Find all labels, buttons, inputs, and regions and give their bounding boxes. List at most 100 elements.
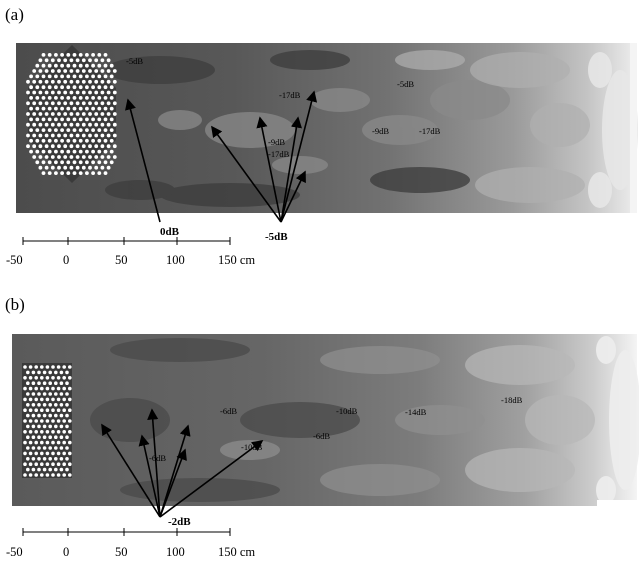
crystal-rod — [50, 112, 55, 116]
crystal-rod — [26, 101, 30, 106]
crystal-rod — [59, 413, 64, 418]
crystal-rod — [35, 96, 40, 100]
crystal-rod — [85, 96, 89, 100]
crystal-rod — [32, 112, 37, 116]
crystal-rod — [54, 171, 58, 176]
crystal-rod — [45, 408, 50, 413]
crystal-rod — [28, 440, 33, 445]
crystal-rod — [60, 149, 64, 154]
crystal-rod — [63, 90, 68, 95]
crystal-rod — [63, 79, 68, 84]
crystal-rod — [38, 112, 43, 116]
crystal-rod — [47, 96, 52, 100]
crystal-rod — [62, 365, 66, 369]
crystal-rod — [23, 473, 27, 477]
crystal-rod — [31, 467, 36, 472]
crystal-rod — [60, 85, 64, 90]
crystal-rod — [47, 85, 52, 90]
crystal-rod — [97, 138, 102, 143]
crystal-rod — [37, 392, 41, 396]
crystal-rod — [66, 63, 71, 68]
crystal-rod — [45, 451, 50, 456]
crystal-rod — [47, 117, 52, 122]
crystal-rod — [37, 403, 41, 407]
crystal-rod — [81, 58, 86, 63]
crystal-rod — [62, 419, 66, 423]
crystal-rod — [26, 133, 30, 138]
crystal-rod — [85, 149, 89, 154]
crystal-rod — [112, 90, 117, 95]
crystal-rod — [63, 133, 68, 138]
crystal-rod — [75, 90, 80, 95]
crystal-rod — [42, 370, 47, 375]
crystal-rod — [48, 413, 52, 418]
crystal-rod — [32, 90, 37, 95]
crystal-rod — [29, 106, 33, 111]
crystal-rod — [65, 457, 69, 461]
crystal-rod — [51, 430, 55, 434]
crystal-rod — [31, 424, 36, 429]
crystal-rod — [65, 370, 69, 375]
crystal-rod — [91, 160, 95, 165]
crystal-rod — [29, 96, 33, 100]
crystal-rod — [42, 457, 47, 461]
crystal-rod — [37, 467, 41, 472]
crystal-rod — [23, 451, 27, 456]
crystal-rod — [75, 155, 80, 159]
crystal-rod — [26, 446, 30, 450]
crystal-rod — [62, 462, 66, 467]
crystal-rod — [57, 58, 61, 63]
crystal-rod — [62, 473, 66, 477]
crystal-rod — [59, 435, 64, 440]
crystal-rod — [103, 160, 108, 165]
crystal-rod — [26, 435, 30, 440]
crystal-rod — [100, 133, 105, 138]
crystal-rod — [94, 112, 99, 116]
crystal-rod — [57, 155, 61, 159]
crystal-rod — [78, 63, 83, 68]
crystal-rod — [94, 155, 99, 159]
label-a-5: -17dB — [419, 126, 441, 136]
crystal-rod — [28, 419, 33, 423]
crystal-rod — [59, 446, 64, 450]
crystal-rod — [54, 467, 58, 472]
crystal-rod — [56, 451, 61, 456]
crystal-rod — [29, 138, 33, 143]
crystal-rod — [68, 376, 72, 380]
crystal-rod — [54, 435, 58, 440]
crystal-rod — [112, 79, 117, 84]
crystal-rod — [68, 397, 72, 402]
crystal-rod — [34, 440, 38, 445]
crystal-rod — [97, 63, 102, 68]
crystal-rod — [60, 74, 64, 79]
crystal-rod — [91, 63, 95, 68]
crystal-rod — [42, 403, 47, 407]
crystal-rod — [26, 403, 30, 407]
crystal-rod — [62, 451, 66, 456]
label-a-2: -17dB — [279, 90, 301, 100]
crystal-rod — [91, 85, 95, 90]
crystal-rod — [78, 106, 83, 111]
crystal-rod — [103, 63, 108, 68]
crystal-rod — [38, 144, 43, 149]
crystal-rod — [37, 381, 41, 386]
crystal-rod — [72, 85, 77, 90]
crystal-rod — [106, 144, 111, 149]
crystal-rod — [56, 376, 61, 380]
crystal-rod — [81, 155, 86, 159]
crystal-rod — [31, 413, 36, 418]
crystal-rod — [100, 155, 105, 159]
crystal-rod — [81, 101, 86, 106]
crystal-rod — [57, 165, 61, 170]
crystal-rod — [72, 117, 77, 122]
crystal-rod — [50, 133, 55, 138]
crystal-rod — [44, 133, 49, 138]
crystal-rod — [66, 74, 71, 79]
crystal-rod — [32, 101, 37, 106]
crystal-rod — [34, 419, 38, 423]
crystal-rod — [60, 138, 64, 143]
crystal-rod — [45, 473, 50, 477]
crystal-rod — [72, 128, 77, 133]
crystal-rod — [72, 138, 77, 143]
